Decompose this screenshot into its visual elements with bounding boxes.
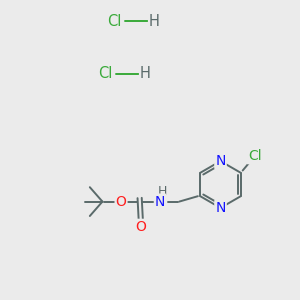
Text: O: O <box>136 220 147 234</box>
Text: O: O <box>116 195 127 208</box>
Text: Cl: Cl <box>107 14 121 28</box>
Text: H: H <box>140 66 151 81</box>
Text: N: N <box>155 195 165 208</box>
Text: H: H <box>149 14 160 28</box>
Text: N: N <box>215 154 226 168</box>
Text: Cl: Cl <box>248 149 262 163</box>
Text: Cl: Cl <box>98 66 112 81</box>
Text: N: N <box>215 201 226 215</box>
Text: H: H <box>158 184 167 198</box>
